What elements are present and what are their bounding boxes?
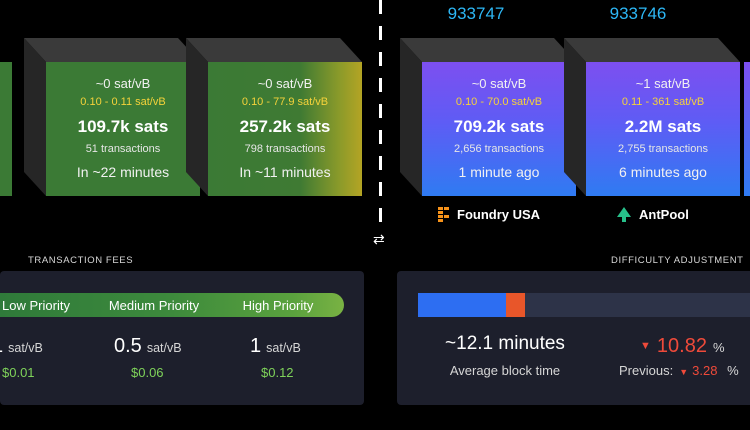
block-height-link[interactable]: 933746: [609, 4, 667, 23]
difficulty-change: ▼ 10.82%: [640, 335, 725, 357]
median-fee: ~1 sat/vB: [635, 76, 691, 91]
fee-range: 0.10 - 0.11 sat/vB: [80, 96, 166, 108]
miner-name: AntPool: [639, 207, 689, 222]
eta: In ~11 minutes: [239, 164, 331, 180]
priority-bar: [0, 293, 344, 317]
pending-block-partial[interactable]: [0, 62, 12, 196]
down-triangle-icon: ▼: [679, 367, 689, 377]
fee-range: 0.10 - 70.0 sat/vB: [455, 96, 543, 108]
mined-block-partial[interactable]: [744, 62, 750, 196]
block-height-link[interactable]: 933747: [447, 4, 505, 23]
block-size: 709.2k sats: [453, 117, 545, 136]
fees-section-title: TRANSACTION FEES: [28, 255, 134, 266]
mined-block[interactable]: ~1 sat/vB 0.11 - 361 sat/vB 2.2M sats 2,…: [564, 38, 740, 196]
avg-block-time: ~12.1 minutes: [445, 333, 565, 354]
medium-fee-rate: 0.5 sat/vB: [114, 335, 182, 357]
block-face: ~0 sat/vB 0.10 - 70.0 sat/vB 709.2k sats…: [422, 62, 576, 196]
high-fee-rate: 1 sat/vB: [250, 335, 301, 357]
tx-count: 2,755 transactions: [618, 143, 708, 155]
block-size: 109.7k sats: [77, 117, 169, 136]
mempool-divider: [379, 0, 382, 222]
tx-count: 2,656 transactions: [454, 143, 544, 155]
median-fee: ~0 sat/vB: [257, 76, 313, 91]
tx-count: 51 transactions: [85, 143, 161, 155]
fee-range: 0.10 - 77.9 sat/vB: [241, 96, 329, 108]
medium-priority-label: Medium Priority: [108, 298, 200, 313]
eta: In ~22 minutes: [76, 164, 170, 180]
difficulty-progress-fill: [418, 293, 506, 317]
fees-panel: [0, 271, 364, 405]
high-priority-label: High Priority: [242, 298, 314, 313]
difficulty-progress-marker: [506, 293, 525, 317]
foundry-logo-icon: [438, 207, 449, 222]
block-size: 257.2k sats: [239, 117, 331, 136]
pending-block[interactable]: ~0 sat/vB 0.10 - 0.11 sat/vB 109.7k sats…: [24, 38, 200, 196]
low-priority-label: Low Priority: [2, 298, 70, 313]
median-fee: ~0 sat/vB: [471, 76, 527, 91]
block-age: 1 minute ago: [458, 164, 540, 180]
miner-antpool[interactable]: AntPool: [617, 207, 689, 222]
mined-block[interactable]: ~0 sat/vB 0.10 - 70.0 sat/vB 709.2k sats…: [400, 38, 576, 196]
medium-fee-usd: $0.06: [131, 365, 164, 380]
block-size: 2.2M sats: [624, 117, 702, 136]
median-fee: ~0 sat/vB: [95, 76, 151, 91]
miner-name: Foundry USA: [457, 207, 541, 222]
block-face: ~0 sat/vB 0.10 - 77.9 sat/vB 257.2k sats…: [208, 62, 362, 196]
block-3d-faces: [564, 38, 740, 196]
difficulty-section-title: DIFFICULTY ADJUSTMENT: [611, 255, 744, 266]
fee-range: 0.11 - 361 sat/vB: [621, 96, 705, 108]
avg-block-time-label: Average block time: [449, 363, 561, 378]
low-fee-usd: $0.01: [2, 365, 35, 380]
down-triangle-icon: ▼: [640, 340, 651, 352]
tx-count: 798 transactions: [244, 143, 326, 155]
block-face: ~0 sat/vB 0.10 - 0.11 sat/vB 109.7k sats…: [46, 62, 200, 196]
block-face: ~1 sat/vB 0.11 - 361 sat/vB 2.2M sats 2,…: [586, 62, 740, 196]
antpool-logo-icon: [617, 207, 631, 222]
previous-change: Previous: ▼ 3.28 %: [619, 363, 739, 378]
pending-block[interactable]: ~0 sat/vB 0.10 - 77.9 sat/vB 257.2k sats…: [186, 38, 362, 196]
swap-arrows-icon[interactable]: ⇄: [373, 231, 385, 247]
block-3d-faces: [186, 38, 362, 196]
miner-foundry[interactable]: Foundry USA: [438, 207, 540, 222]
block-age: 6 minutes ago: [619, 164, 707, 180]
block-3d-faces: [400, 38, 576, 196]
high-fee-usd: $0.12: [261, 365, 294, 380]
